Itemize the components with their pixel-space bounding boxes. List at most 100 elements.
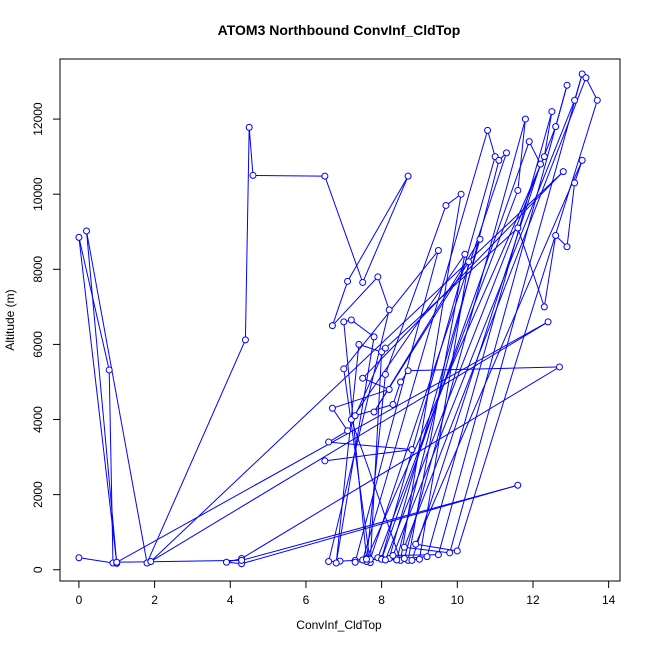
data-point xyxy=(442,201,450,209)
series-segment xyxy=(457,103,597,549)
data-point xyxy=(461,250,469,258)
data-point xyxy=(222,558,230,566)
series-segment xyxy=(387,229,516,347)
data-point xyxy=(105,366,113,374)
series-segment xyxy=(386,129,556,558)
series-segment xyxy=(401,372,407,380)
data-point xyxy=(340,318,348,326)
series-segment xyxy=(487,133,495,154)
data-point xyxy=(548,108,556,116)
series-segment xyxy=(331,441,409,450)
series-segment xyxy=(334,278,377,324)
data-point xyxy=(571,96,579,104)
data-point xyxy=(544,318,552,326)
data-point xyxy=(381,344,389,352)
series-segment xyxy=(364,173,562,377)
data-point xyxy=(571,179,579,187)
y-tick-label: 2000 xyxy=(31,481,45,508)
data-point xyxy=(476,235,484,243)
series-segment xyxy=(393,384,401,402)
data-point xyxy=(389,551,397,559)
data-point xyxy=(540,303,548,311)
series-segment xyxy=(404,80,586,545)
series-segment xyxy=(575,163,582,181)
series-segment xyxy=(518,230,544,305)
series-segment xyxy=(244,130,250,337)
data-point xyxy=(82,227,90,235)
data-point xyxy=(457,190,465,198)
plot-frame xyxy=(59,58,621,582)
series-segment xyxy=(243,368,558,558)
data-point xyxy=(559,168,567,176)
series-segment xyxy=(361,344,379,352)
data-point xyxy=(325,438,333,446)
x-tick-label: 12 xyxy=(526,593,540,607)
data-point xyxy=(332,559,340,567)
series-segment xyxy=(438,88,567,552)
data-point xyxy=(389,400,397,408)
y-axis: 0 2000 4000 6000 8000 10000 12000 xyxy=(31,102,61,573)
data-point xyxy=(328,404,336,412)
data-point xyxy=(400,543,408,551)
series-segment xyxy=(586,80,597,98)
data-point xyxy=(374,273,382,281)
series-segment xyxy=(557,237,566,246)
data-point xyxy=(408,556,416,564)
series-segment xyxy=(397,163,499,558)
series-segment xyxy=(332,283,348,323)
data-point xyxy=(344,427,352,435)
data-point xyxy=(75,233,83,241)
series-segment xyxy=(327,449,409,461)
data-point xyxy=(404,172,412,180)
series-segment xyxy=(325,178,363,280)
y-tick-label: 6000 xyxy=(31,331,45,358)
series-segment xyxy=(378,279,389,308)
y-axis-label: Altitude (m) xyxy=(3,289,17,350)
data-point xyxy=(502,149,510,157)
x-tick-label: 0 xyxy=(76,593,83,607)
series-segment xyxy=(366,377,386,559)
series-segment xyxy=(248,130,254,173)
series-segment xyxy=(335,389,387,408)
series-segment xyxy=(152,173,562,560)
series-segment xyxy=(393,102,574,553)
series-points xyxy=(75,70,601,568)
series-segment xyxy=(517,122,526,188)
series-segment xyxy=(330,431,346,441)
data-point xyxy=(328,322,336,330)
data-point xyxy=(344,277,352,285)
series-segment xyxy=(365,378,387,389)
data-point xyxy=(351,412,359,420)
data-point xyxy=(540,153,548,161)
data-point xyxy=(147,557,155,565)
data-point xyxy=(381,556,389,564)
data-point xyxy=(514,224,522,232)
data-point xyxy=(408,446,416,454)
series-segment xyxy=(353,321,372,336)
y-tick-label: 10000 xyxy=(31,177,45,211)
series-segment xyxy=(86,233,117,561)
data-point xyxy=(423,553,431,561)
series-segment xyxy=(244,485,516,561)
series-segment xyxy=(382,144,529,557)
series-segment xyxy=(153,322,546,561)
series-segment xyxy=(255,174,322,177)
series-segment xyxy=(363,178,408,280)
data-point xyxy=(238,556,246,564)
data-point xyxy=(245,123,253,131)
data-point xyxy=(415,555,423,563)
series-segment xyxy=(500,154,505,159)
y-tick-label: 8000 xyxy=(31,256,45,283)
data-point xyxy=(351,558,359,566)
data-point xyxy=(385,306,393,314)
series-segment xyxy=(411,366,557,372)
series-segment xyxy=(86,233,147,561)
data-point xyxy=(593,96,601,104)
series-segment xyxy=(343,324,367,556)
x-tick-label: 6 xyxy=(303,593,310,607)
data-point xyxy=(537,160,545,168)
x-tick-label: 4 xyxy=(227,593,234,607)
data-point xyxy=(514,481,522,489)
data-point xyxy=(370,408,378,416)
data-point xyxy=(359,374,367,382)
